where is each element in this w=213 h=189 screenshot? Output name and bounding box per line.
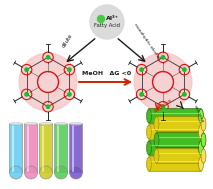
Circle shape (134, 53, 192, 111)
FancyBboxPatch shape (156, 133, 204, 147)
Circle shape (25, 68, 28, 71)
Circle shape (46, 56, 50, 59)
Ellipse shape (147, 109, 151, 123)
Ellipse shape (154, 133, 159, 147)
Ellipse shape (199, 157, 203, 171)
Ellipse shape (199, 141, 203, 155)
Text: stepwise: stepwise (153, 98, 173, 114)
FancyBboxPatch shape (10, 124, 23, 173)
Circle shape (140, 68, 143, 71)
Circle shape (90, 5, 124, 39)
Circle shape (140, 93, 143, 96)
Circle shape (19, 53, 77, 111)
Text: dilute: dilute (62, 33, 74, 49)
Text: Fatty Acid: Fatty Acid (94, 23, 120, 29)
Ellipse shape (201, 149, 206, 163)
Circle shape (161, 105, 165, 108)
Circle shape (25, 93, 28, 96)
Circle shape (68, 93, 71, 96)
Ellipse shape (24, 122, 37, 126)
Circle shape (46, 105, 50, 108)
Ellipse shape (10, 166, 23, 179)
Ellipse shape (10, 122, 23, 126)
Ellipse shape (55, 122, 68, 126)
Text: monohydric alcohol: monohydric alcohol (133, 22, 161, 60)
FancyBboxPatch shape (55, 124, 68, 173)
Ellipse shape (201, 117, 206, 131)
Ellipse shape (69, 122, 82, 126)
FancyBboxPatch shape (39, 124, 52, 173)
Text: one-step: one-step (193, 105, 205, 124)
Circle shape (161, 56, 165, 59)
Text: MeOH   ΔG <0: MeOH ΔG <0 (82, 71, 132, 76)
Ellipse shape (154, 117, 159, 131)
Ellipse shape (39, 122, 52, 126)
Circle shape (98, 15, 105, 22)
Ellipse shape (24, 166, 37, 179)
Ellipse shape (147, 141, 151, 155)
Ellipse shape (147, 125, 151, 139)
Ellipse shape (55, 166, 68, 179)
Ellipse shape (147, 157, 151, 171)
Ellipse shape (69, 166, 82, 179)
Ellipse shape (154, 149, 159, 163)
Ellipse shape (39, 166, 52, 179)
FancyBboxPatch shape (149, 125, 201, 139)
FancyBboxPatch shape (69, 124, 82, 173)
FancyBboxPatch shape (149, 109, 201, 123)
Ellipse shape (199, 109, 203, 123)
Ellipse shape (201, 133, 206, 147)
FancyBboxPatch shape (24, 124, 37, 173)
FancyBboxPatch shape (149, 157, 201, 171)
Text: Al³⁺: Al³⁺ (106, 16, 119, 22)
Circle shape (68, 68, 71, 71)
Ellipse shape (199, 125, 203, 139)
Circle shape (183, 93, 186, 96)
FancyBboxPatch shape (149, 141, 201, 155)
FancyBboxPatch shape (156, 117, 204, 131)
Circle shape (183, 68, 186, 71)
FancyBboxPatch shape (156, 149, 204, 163)
